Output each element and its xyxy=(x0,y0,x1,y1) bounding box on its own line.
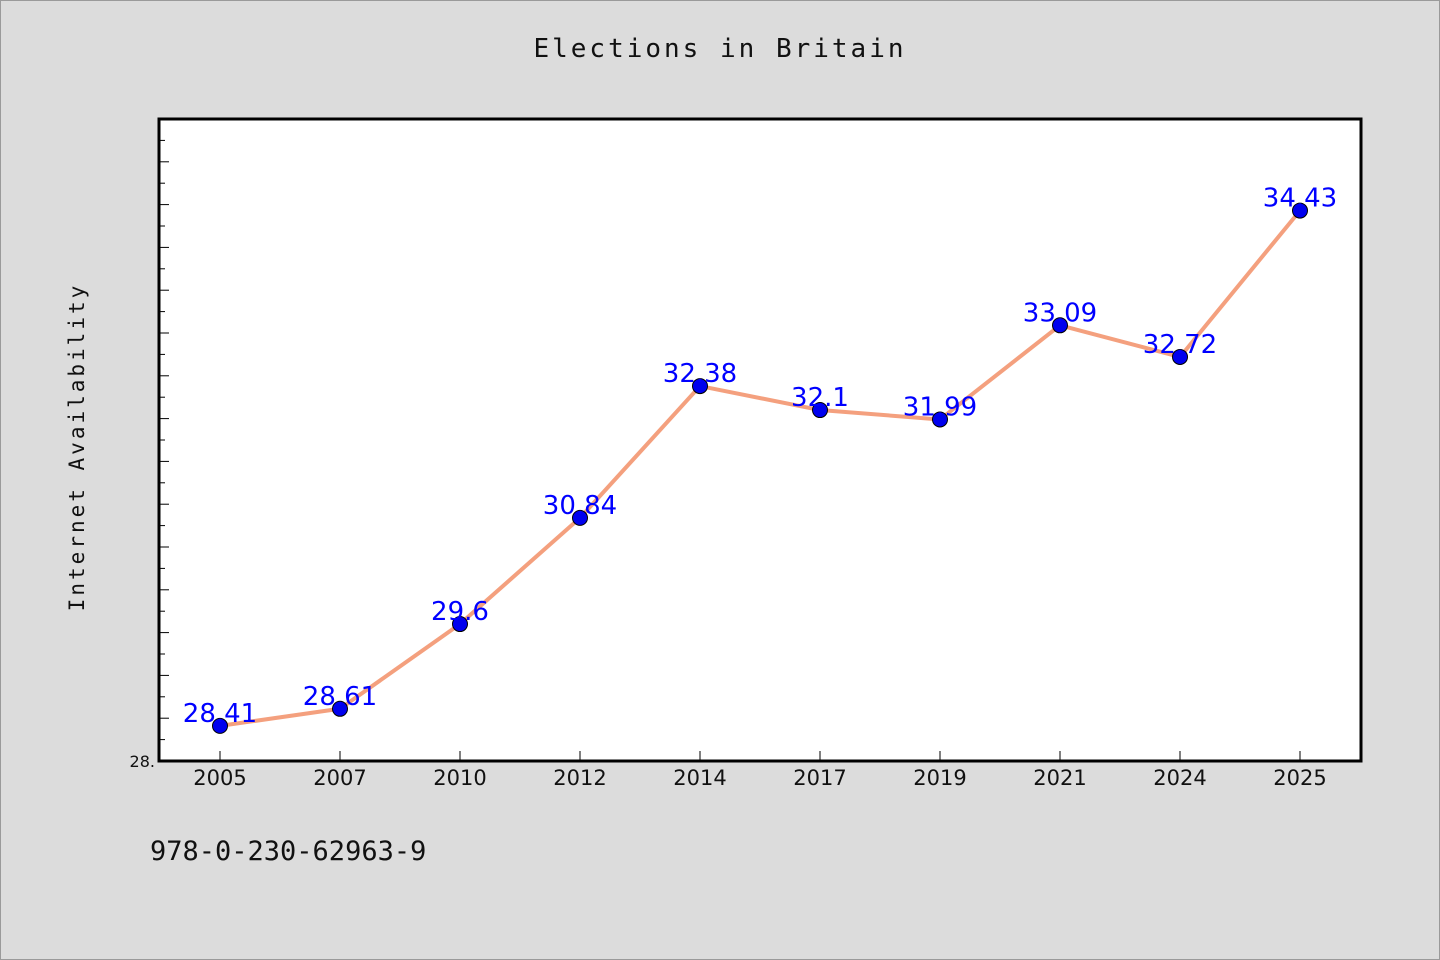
y-axis-label: Internet Availability xyxy=(65,282,89,612)
data-point xyxy=(692,378,708,395)
plot-area xyxy=(157,117,1363,763)
isbn-footnote: 978-0-230-62963-9 xyxy=(150,836,427,867)
chart-title: Elections in Britain xyxy=(533,34,907,64)
data-point xyxy=(212,717,228,734)
data-label: 28.61 xyxy=(303,682,377,712)
x-tick-label: 2025 xyxy=(1273,766,1326,790)
data-label: 28.41 xyxy=(183,699,257,729)
data-label: 30.84 xyxy=(543,491,617,521)
data-point xyxy=(932,411,948,428)
data-label: 33.09 xyxy=(1023,298,1097,328)
data-point xyxy=(452,616,468,633)
data-label: 34.43 xyxy=(1263,184,1337,214)
data-point xyxy=(572,509,588,526)
x-tick-label: 2017 xyxy=(793,766,846,790)
data-label: 32.72 xyxy=(1143,330,1217,360)
data-label: 32.38 xyxy=(663,359,737,389)
data-point xyxy=(1052,317,1068,334)
x-tick-label: 2019 xyxy=(913,766,966,790)
y-axis-ticks xyxy=(159,118,169,741)
x-tick-label: 2014 xyxy=(673,766,726,790)
data-point xyxy=(1292,202,1308,219)
x-tick-label: 2024 xyxy=(1153,766,1206,790)
data-label: 31.99 xyxy=(903,392,977,422)
x-axis-ticks xyxy=(219,751,1301,761)
y-tick-labels: 28. xyxy=(130,752,155,771)
data-label: 32.1 xyxy=(791,383,849,413)
x-tick-label: 2012 xyxy=(553,766,606,790)
data-point xyxy=(332,700,348,717)
data-point xyxy=(1172,348,1188,365)
x-tick-label: 2021 xyxy=(1033,766,1086,790)
x-tick-label: 2010 xyxy=(433,766,486,790)
x-tick-label: 2007 xyxy=(313,766,366,790)
data-labels: 28.41 28.61 29.6 30.84 32.38 32.1 31.99 33.09 32… xyxy=(183,184,1337,729)
data-label: 29.6 xyxy=(431,597,489,627)
data-point xyxy=(812,402,828,419)
y-tick-label: 28. xyxy=(130,752,155,771)
series-markers xyxy=(212,202,1308,734)
series-line xyxy=(218,208,1302,728)
x-tick-labels: 2005 2007 2010 2012 2014 2017 2019 2021 2024 2025 xyxy=(193,766,1326,790)
x-tick-label: 2005 xyxy=(193,766,246,790)
